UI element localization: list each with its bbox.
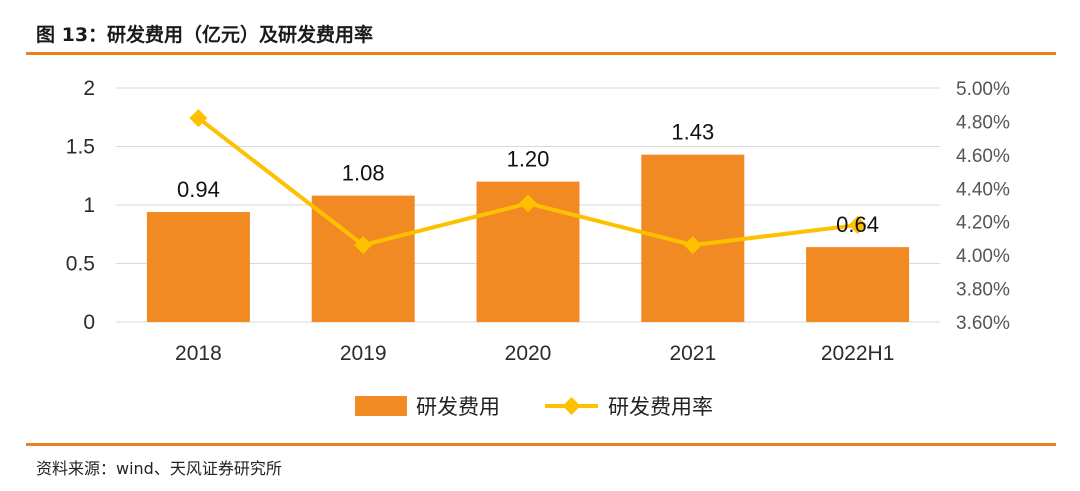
source-note: 资料来源：wind、天风证券研究所 bbox=[36, 459, 282, 478]
left-axis: 0 0.5 1 1.5 2 bbox=[66, 77, 95, 334]
bar bbox=[806, 247, 910, 322]
bar bbox=[311, 195, 415, 322]
y-tick-label-right: 4.40% bbox=[956, 179, 1010, 200]
data-label: 0.64 bbox=[836, 212, 879, 237]
header-divider bbox=[26, 52, 1056, 55]
y-tick-label-right: 4.80% bbox=[956, 112, 1010, 133]
legend-bar-label: 研发费用 bbox=[416, 395, 500, 419]
bar bbox=[146, 212, 250, 322]
legend-bar-swatch bbox=[355, 396, 407, 416]
legend-line-label: 研发费用率 bbox=[608, 395, 713, 419]
x-tick-label: 2020 bbox=[505, 342, 552, 365]
y-tick-label-right: 3.80% bbox=[956, 280, 1010, 301]
data-label: 1.43 bbox=[671, 120, 714, 145]
line-point bbox=[354, 236, 373, 255]
line-series bbox=[189, 109, 867, 255]
data-labels: 0.94 1.08 1.20 1.43 0.64 bbox=[177, 120, 879, 237]
data-label: 1.20 bbox=[507, 147, 550, 172]
y-tick-label-right: 4.20% bbox=[956, 213, 1010, 234]
y-tick-label-left: 0 bbox=[83, 311, 95, 334]
y-tick-label-left: 2 bbox=[83, 77, 95, 100]
bar-series bbox=[146, 154, 910, 322]
x-tick-label: 2022H1 bbox=[821, 342, 895, 365]
y-tick-label-right: 4.00% bbox=[956, 246, 1010, 267]
footer-divider bbox=[26, 443, 1056, 446]
y-tick-label-left: 0.5 bbox=[66, 253, 95, 276]
chart-title: 图 13：研发费用（亿元）及研发费用率 bbox=[36, 24, 374, 46]
line-point bbox=[848, 216, 867, 235]
legend-line-marker bbox=[562, 397, 581, 415]
right-axis: 3.60% 3.80% 4.00% 4.20% 4.40% 4.60% 4.80% 5.00% bbox=[956, 79, 1010, 334]
y-tick-label-right: 3.60% bbox=[956, 313, 1010, 334]
x-axis: 2018 2019 2020 2021 2022H1 bbox=[175, 342, 894, 365]
data-label: 1.08 bbox=[342, 161, 385, 186]
x-tick-label: 2021 bbox=[669, 342, 716, 365]
y-tick-label-left: 1 bbox=[83, 194, 95, 217]
x-tick-label: 2019 bbox=[340, 342, 387, 365]
line-point bbox=[189, 109, 208, 128]
y-tick-label-right: 5.00% bbox=[956, 79, 1010, 100]
y-tick-label-right: 4.60% bbox=[956, 146, 1010, 167]
line-point bbox=[683, 236, 702, 255]
data-label: 0.94 bbox=[177, 177, 220, 202]
y-tick-label-left: 1.5 bbox=[66, 136, 95, 159]
legend: 研发费用 研发费用率 bbox=[355, 395, 713, 419]
line-point bbox=[519, 194, 537, 213]
x-tick-label: 2018 bbox=[175, 342, 222, 365]
